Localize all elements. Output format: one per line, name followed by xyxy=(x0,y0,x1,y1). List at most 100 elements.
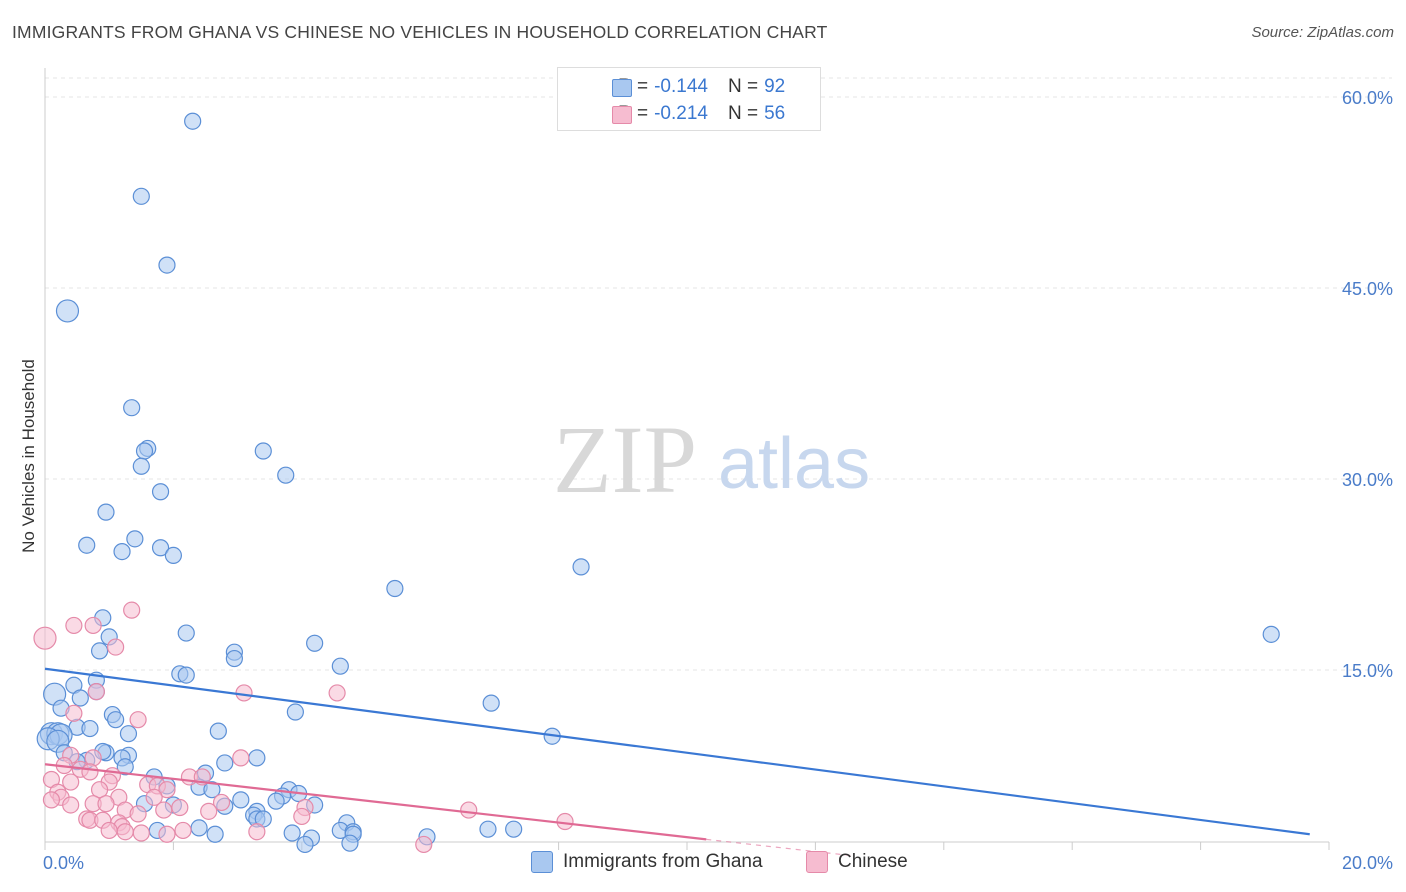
ghana-point xyxy=(123,399,141,417)
ghana-point xyxy=(572,558,590,576)
watermark: ZIP atlas xyxy=(553,406,870,513)
bottom-legend-chinese: Chinese xyxy=(806,851,908,873)
y-tick-label: 45.0% xyxy=(1342,279,1393,299)
chinese-point xyxy=(33,626,57,650)
legend-n-value-chinese: 56 xyxy=(764,103,786,124)
chinese-point xyxy=(62,773,80,791)
chinese-point xyxy=(42,791,61,809)
chinese-point xyxy=(158,825,176,843)
chinese-point xyxy=(293,807,311,826)
ghana-point xyxy=(177,624,195,642)
y-tick-label: 60.0% xyxy=(1342,88,1393,108)
chinese-point xyxy=(232,749,250,767)
legend-row-ghana: R = -0.144 N = 92 xyxy=(586,74,785,100)
ghana-point xyxy=(254,442,272,460)
x-tick-label: 20.0% xyxy=(1342,853,1393,873)
chinese-point xyxy=(84,749,102,767)
ghana-point xyxy=(209,722,227,740)
watermark-atlas: atlas xyxy=(718,424,870,504)
ghana-point xyxy=(158,256,176,274)
ghana-point xyxy=(71,689,89,707)
chinese-point xyxy=(248,823,266,841)
chart-title: IMMIGRANTS FROM GHANA VS CHINESE NO VEHI… xyxy=(12,22,828,42)
ghana-point xyxy=(78,536,96,554)
legend-n-value-ghana: 92 xyxy=(764,76,786,97)
chinese-point xyxy=(81,763,99,781)
ghana-point xyxy=(331,657,349,675)
legend-swatch-ghana xyxy=(612,79,632,97)
ghana-point xyxy=(479,820,497,838)
series-ghana-points xyxy=(36,112,1280,854)
chinese-point xyxy=(415,835,433,854)
ghana-point xyxy=(119,725,138,743)
trend-line-ghana xyxy=(44,667,1310,836)
chinese-point xyxy=(174,821,192,840)
chinese-point xyxy=(200,802,218,820)
ghana-point xyxy=(126,530,144,548)
y-tick-label: 30.0% xyxy=(1342,470,1393,490)
x-tick-label: 0.0% xyxy=(43,853,84,873)
chinese-point xyxy=(87,683,105,701)
ghana-point xyxy=(81,719,99,738)
ghana-point xyxy=(55,299,80,323)
correlation-legend: R = -0.144 N = 92 R = -0.214 N = 56 xyxy=(557,67,821,131)
chinese-point xyxy=(62,796,80,814)
bottom-legend-label-ghana: Immigrants from Ghana xyxy=(563,851,763,872)
ghana-point xyxy=(97,503,115,521)
ghana-point xyxy=(286,703,304,721)
chinese-point xyxy=(65,616,83,635)
ghana-point xyxy=(248,749,266,767)
legend-row-chinese: R = -0.214 N = 56 xyxy=(586,101,785,127)
chinese-point xyxy=(90,781,109,799)
ghana-point xyxy=(206,825,224,843)
chinese-point xyxy=(171,798,189,817)
ghana-point xyxy=(232,791,250,809)
trend-line-chinese xyxy=(44,763,707,841)
chinese-point xyxy=(129,711,147,729)
tick-labels: 15.0% 30.0% 45.0% 60.0% 0.0% 20.0% No Vehicles… xyxy=(19,88,1393,873)
chinese-point xyxy=(155,801,173,819)
ghana-point xyxy=(296,835,314,854)
ghana-point xyxy=(132,187,150,205)
y-axis-title: No Vehicles in Household xyxy=(19,359,38,553)
grid-layer xyxy=(45,77,1392,671)
watermark-zip: ZIP xyxy=(553,406,697,513)
chinese-point xyxy=(158,781,176,799)
ghana-point xyxy=(203,781,221,799)
ghana-point xyxy=(341,834,359,852)
chinese-point xyxy=(235,684,253,702)
legend-r-value-chinese: -0.214 xyxy=(654,103,708,124)
chinese-point xyxy=(556,812,574,831)
ghana-point xyxy=(90,642,109,660)
chinese-point xyxy=(116,823,134,841)
bottom-legend-swatch-chinese xyxy=(806,851,828,873)
y-tick-label: 15.0% xyxy=(1342,661,1393,681)
ghana-point xyxy=(1262,625,1280,643)
bottom-legend-swatch-ghana xyxy=(531,851,553,873)
ghana-point xyxy=(113,542,131,561)
ghana-point xyxy=(277,466,295,484)
chinese-point xyxy=(132,824,150,842)
ghana-point xyxy=(225,649,243,668)
ghana-point xyxy=(216,754,234,772)
legend-n-label: N = xyxy=(727,76,759,97)
legend-swatch-chinese xyxy=(612,106,632,124)
trend-lines xyxy=(44,667,1310,857)
ghana-point xyxy=(283,824,301,842)
ghana-point xyxy=(306,634,324,652)
ghana-point xyxy=(164,546,182,565)
ghana-point xyxy=(151,483,170,501)
legend-r-value-ghana: -0.144 xyxy=(654,76,708,97)
chinese-point xyxy=(84,616,102,635)
ghana-point xyxy=(132,457,150,475)
ghana-point xyxy=(184,112,202,130)
bottom-legend-ghana: Immigrants from Ghana xyxy=(531,851,763,873)
legend-n-label: N = xyxy=(727,103,759,124)
chinese-point xyxy=(129,805,147,823)
chinese-point xyxy=(107,638,125,656)
ghana-point xyxy=(151,539,170,557)
ghana-point xyxy=(505,820,523,838)
chart-source: Source: ZipAtlas.com xyxy=(1251,24,1394,41)
chinese-point xyxy=(145,788,163,806)
